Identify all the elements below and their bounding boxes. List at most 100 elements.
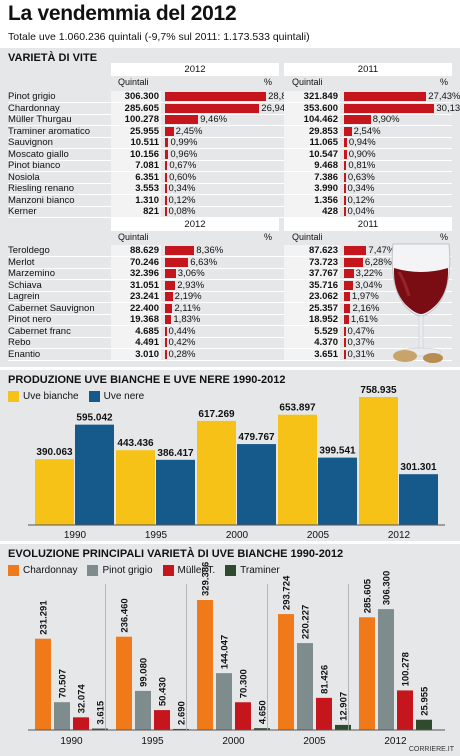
row-separator [8,313,452,315]
quintali-cell-bg [284,314,340,325]
pct-bar-2011 [344,292,350,301]
bar-chardonnay [197,600,213,730]
quintali-cell-bg [111,256,161,268]
bar-uve-nere [399,474,438,525]
quintali-2012: 821 [143,206,159,217]
quintali-cell-bg [284,206,340,217]
quintali-cell-bg [284,245,340,256]
bar-pinot-grigio [135,690,151,730]
quintali-2012: 23.241 [129,291,159,302]
quintali-2011: 87.623 [308,245,338,256]
quintali-cell-bg [111,348,161,360]
legend-swatch-traminer [225,565,237,576]
pct-2012: 2,93% [177,279,205,291]
quintali-cell-bg [111,268,161,279]
bar-value-label: 144.047 [220,635,231,669]
bar-traminer [416,719,432,730]
quintali-2012: 10.156 [129,148,159,160]
bar-value-label: 479.767 [238,432,275,443]
quintali-cell-bg [284,148,340,160]
quintali-2011: 7.386 [314,171,338,183]
chart1-legend: Uve bianche Uve nere [8,391,144,402]
quintali-cell-bg [111,279,161,291]
pct-2011: 3,04% [355,279,383,291]
row-separator [8,102,452,103]
red-col-quintali-right: Quintali [292,232,323,242]
variety-name: Marzemino [8,268,55,279]
white-col-quintali-right: Quintali [292,77,323,87]
pct-2012: 2,19% [174,291,202,302]
red-col-pct-left: % [264,232,273,242]
credit-text: CORRIERE.IT [408,746,454,753]
bar-uve-bianche [359,397,398,525]
pct-2011: 0,34% [347,183,375,194]
quintali-2012: 25.955 [129,125,159,137]
pct-bar-2012 [165,315,172,324]
quintali-2012: 3.553 [135,183,159,194]
pct-2012: 6,63% [190,256,218,268]
bar-m-ller-t- [316,697,332,730]
pct-bar-2012 [165,269,176,278]
quintali-cell-bg [111,114,161,125]
quintali-2012: 4.491 [135,337,159,348]
x-tick-label: 2012 [384,736,407,747]
red-col-quintali-left: Quintali [118,232,149,242]
legend-swatch-red-grapes [88,391,100,402]
legend-label-white-grapes: Uve bianche [23,391,79,402]
pct-bar-2011 [344,315,349,324]
pct-2011: 8,90% [372,114,400,125]
pct-bar-2012 [165,349,167,359]
quintali-2011: 4.370 [314,337,338,348]
variety-name: Chardonnay [8,102,60,114]
pct-bar-2012 [165,257,189,267]
quintali-cell-bg [111,125,161,137]
pct-bar-2012 [165,303,173,313]
pct-bar-2011 [344,138,347,147]
bar-value-label: 443.436 [117,438,154,449]
bar-traminer [254,728,270,730]
varieties-section-title: VARIETÀ DI VITE [8,52,98,64]
bar-value-label: 220.227 [301,605,312,639]
white-year-right-header: 2011 [284,63,452,76]
bar-value-label: 32.074 [77,684,88,714]
variety-name: Pinot grigio [8,91,56,102]
quintali-2011: 104.462 [303,114,338,125]
bar-uve-bianche [35,459,74,525]
pct-2011: 0,12% [347,194,375,206]
quintali-cell-bg [111,206,161,217]
variety-name: Cabernet franc [8,325,71,337]
page-title: La vendemmia del 2012 [8,2,237,25]
quintali-2011: 10.547 [308,148,338,160]
bar-value-label: 653.897 [279,403,316,414]
quintali-cell-bg [284,137,340,148]
variety-name: Teroldego [8,245,50,256]
bar-value-label: 386.417 [157,448,194,459]
bar-chardonnay [359,617,375,730]
x-tick-label: 2000 [226,530,249,541]
quintali-2012: 10.511 [130,137,159,148]
variety-name: Sauvignon [8,137,53,148]
quintali-2012: 306.300 [124,91,159,102]
quintali-2012: 6.351 [135,171,159,183]
legend-swatch-white-grapes [8,391,19,402]
pct-2011: 0,37% [347,337,375,348]
bar-value-label: 236.460 [120,598,131,632]
pct-bar-2012 [165,338,167,347]
red-year-left-header: 2012 [111,218,279,231]
bar-value-label: 3.615 [96,700,107,724]
bar-chardonnay [35,638,51,730]
bar-chardonnay [116,636,132,730]
pct-bar-2011 [344,184,346,193]
quintali-cell-bg [284,183,340,194]
row-separator [8,136,452,138]
chart2-title: EVOLUZIONE PRINCIPALI VARIETÀ DI UVE BIA… [8,548,344,560]
pct-bar-2012 [165,246,195,255]
pct-2011: 1,61% [350,314,378,325]
x-tick-label: 2000 [222,736,245,747]
quintali-2011: 18.952 [308,314,338,325]
variety-name: Riesling renano [8,183,75,194]
bar-uve-nere [237,444,276,525]
quintali-cell-bg [111,337,161,348]
red-col-pct-right: % [440,232,449,242]
